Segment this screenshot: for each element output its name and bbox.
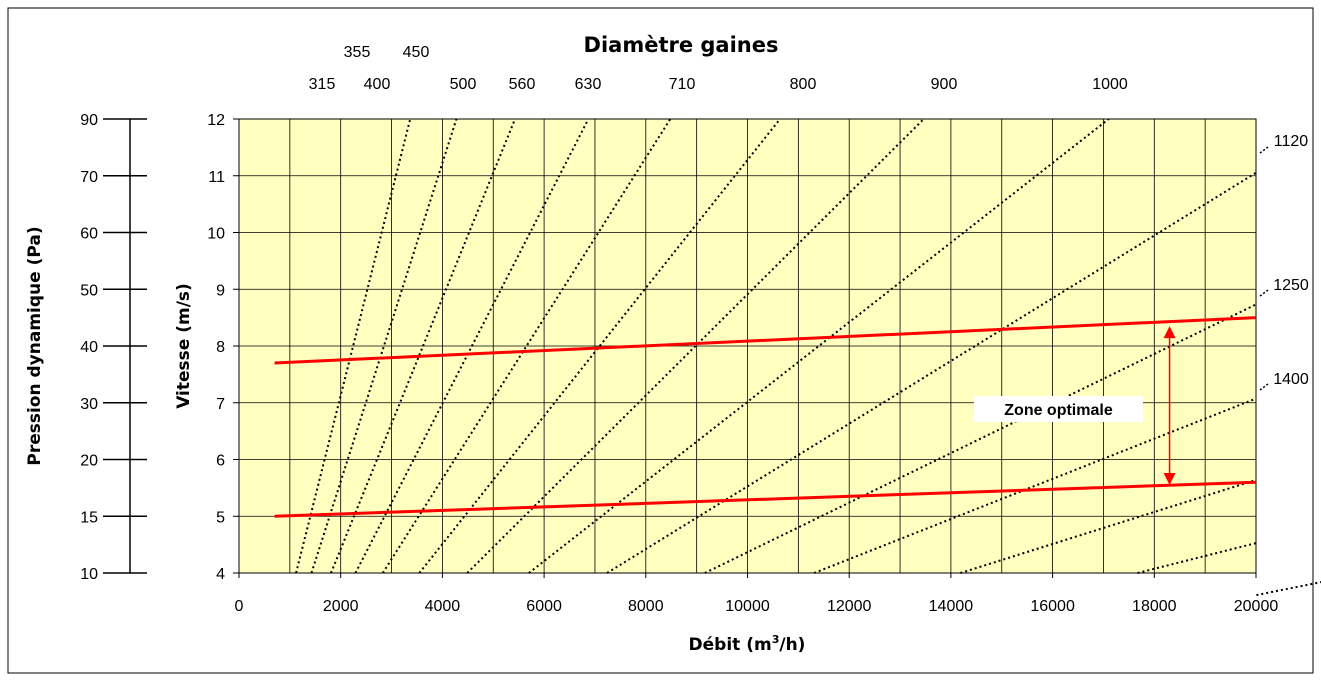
x-tick-label: 14000 [929,598,974,615]
lower-limit-line [274,480,1257,518]
diameter-leader [1259,146,1269,154]
diameter-line-1000 [813,397,1257,574]
labels: 315 355 400 450 500 560 630 710 800 900 1000 1120 12… [309,44,1309,391]
pressure-tick-label: 60 [80,226,98,243]
y-tick-label: 11 [208,169,225,186]
y-tick-label: 6 [216,453,225,470]
y-tick-label: 12 [207,112,225,129]
pressure-tick-label: 50 [80,282,98,299]
x-tick-label: 8000 [628,598,664,615]
x-tick-label: 16000 [1030,598,1075,615]
x-tick-label: 20000 [1234,598,1279,615]
y-tick-label: 5 [216,509,225,526]
annotation-box [974,396,1143,422]
zone-arrow-head-top [1163,326,1176,339]
upper-limit-line [274,316,1257,365]
annotation-zone-optimale: Zone optimale [1004,402,1113,419]
pressure-tick-label: 90 [80,112,98,129]
y-axis-label: Vitesse (m/s) [174,283,194,409]
diameter-line-1250 [1137,542,1257,574]
diameter-label-900: 900 [931,76,958,93]
x-tick-label: 12000 [827,598,872,615]
pressure-tick-label: 10 [80,566,98,583]
x-tick-label: 0 [235,598,244,615]
diameter-label-400: 400 [364,76,391,93]
diameter-line-1400 [1255,581,1321,597]
y-tick-label: 4 [216,566,225,583]
pressure-axis-label: Pression dynamique (Pa) [25,226,45,465]
x-axis-label: Débit (m3/h) [689,633,806,655]
chart-title: Diamètre gaines [584,33,779,57]
diameter-leader [1259,383,1269,391]
diameter-line-900 [704,303,1257,574]
y-tick-label: 8 [216,339,225,356]
diameter-label-800: 800 [790,76,817,93]
x-tick-label: 10000 [725,598,770,615]
diameter-leader [1259,289,1269,297]
diameter-label-450: 450 [403,44,430,61]
x-tick-label: 2000 [323,598,359,615]
pressure-tick-label: 70 [80,169,98,186]
diameter-line-315 [295,118,412,574]
diameter-line-560 [418,118,781,574]
diameter-line-450 [354,118,590,574]
diameter-line-800 [606,171,1257,574]
pressure-tick-label: 20 [80,453,98,470]
diameter-label-1400: 1400 [1273,371,1309,388]
y-tick-label: 7 [216,396,225,413]
diameter-line-400 [330,118,516,574]
diameter-label-500: 500 [450,76,477,93]
y-tick-label: 10 [207,226,225,243]
diameter-label-355: 355 [344,44,371,61]
diameter-label-1250: 1250 [1273,277,1309,294]
x-tick-label: 18000 [1132,598,1177,615]
x-tick-label: 4000 [425,598,461,615]
axes: 0 2000 4000 6000 8000 10000 12000 14000 16000 180… [80,112,1278,615]
pressure-tick-label: 30 [80,396,98,413]
diameter-line-1120 [960,479,1257,574]
pressure-tick-label: 40 [80,339,98,356]
diameter-label-1120: 1120 [1274,133,1309,150]
diameter-label-710: 710 [669,76,696,93]
diameter-label-630: 630 [575,76,602,93]
pressure-tick-label: 15 [80,509,98,526]
x-tick-label: 6000 [526,598,562,615]
y-tick-label: 9 [216,282,225,299]
diameter-label-1000: 1000 [1092,76,1128,93]
limit-lines: Zone optimale [274,316,1257,518]
diameter-label-560: 560 [509,76,536,93]
plot-area [238,118,1257,574]
diameter-lines [295,118,1321,597]
diameter-line-630 [466,118,925,574]
diameter-label-315: 315 [309,76,336,93]
zone-arrow-head-bottom [1163,473,1176,486]
